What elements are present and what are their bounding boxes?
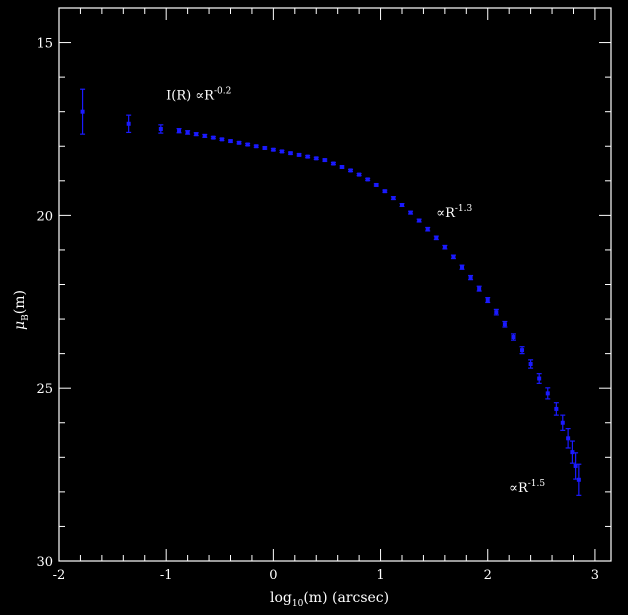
data-point	[331, 161, 336, 166]
annotations: I(R) ∝R-0.2 ∝R-1.3 ∝R-1.5	[166, 87, 545, 496]
data-point	[391, 196, 396, 201]
data-point	[460, 265, 465, 270]
data-point	[80, 109, 85, 114]
data-point	[374, 182, 379, 187]
data-point	[185, 130, 190, 135]
data-point	[237, 140, 242, 145]
data-point	[158, 126, 163, 131]
data-point	[271, 147, 276, 152]
data-points	[80, 88, 582, 496]
data-point	[511, 335, 516, 340]
data-point	[202, 133, 207, 138]
data-point	[560, 420, 565, 425]
data-point	[468, 275, 473, 280]
data-point	[570, 450, 575, 455]
x-tick-label: -2	[53, 568, 66, 583]
data-point	[365, 177, 370, 182]
data-point	[425, 227, 430, 232]
data-point	[177, 128, 182, 133]
data-point	[545, 391, 550, 396]
y-tick-label: 15	[36, 37, 53, 52]
y-axis-title: μB(m)	[12, 290, 31, 330]
data-point	[477, 286, 482, 291]
data-point	[245, 142, 250, 147]
x-tick-label: 3	[591, 568, 599, 583]
y-tick-label: 30	[36, 555, 53, 570]
annotation-label: ∝R-1.5	[509, 479, 545, 496]
data-point	[357, 172, 362, 177]
x-tick-label: 0	[269, 568, 277, 583]
data-point	[520, 348, 525, 353]
y-tick-label: 25	[36, 382, 53, 397]
x-tick-label: 1	[376, 568, 384, 583]
data-point	[211, 135, 216, 140]
data-point	[262, 145, 267, 150]
annotation-label: ∝R-1.3	[436, 204, 472, 221]
data-point	[494, 310, 499, 315]
data-point	[408, 210, 413, 215]
data-point	[322, 158, 327, 163]
data-point	[442, 245, 447, 250]
data-point	[194, 132, 199, 137]
annotation-label: I(R) ∝R-0.2	[166, 87, 231, 104]
data-point	[382, 189, 387, 194]
data-point	[576, 477, 581, 482]
data-point	[451, 254, 456, 259]
data-point	[566, 436, 571, 441]
data-point	[554, 406, 559, 411]
data-point	[219, 137, 224, 142]
data-point	[279, 149, 284, 154]
data-point	[254, 144, 259, 149]
x-axis-title: log10(m) (arcsec)	[270, 590, 389, 609]
data-point	[288, 151, 293, 156]
data-point	[502, 322, 507, 327]
data-point	[126, 121, 131, 126]
data-point	[339, 164, 344, 169]
y-tick-label: 20	[36, 209, 53, 224]
data-point	[305, 154, 310, 159]
data-point	[297, 152, 302, 157]
x-tick-label: -1	[160, 568, 173, 583]
data-point	[399, 203, 404, 208]
data-point	[573, 463, 578, 468]
data-point	[348, 168, 353, 173]
data-point	[537, 376, 542, 381]
data-point	[228, 139, 233, 144]
x-tick-label: 2	[484, 568, 492, 583]
axis-ticks: -2 -1 0 1 2 3 15 20 25 30	[36, 7, 611, 583]
data-point	[528, 361, 533, 366]
data-point	[434, 235, 439, 240]
data-point	[485, 298, 490, 303]
data-point	[314, 156, 319, 161]
data-point	[417, 218, 422, 223]
